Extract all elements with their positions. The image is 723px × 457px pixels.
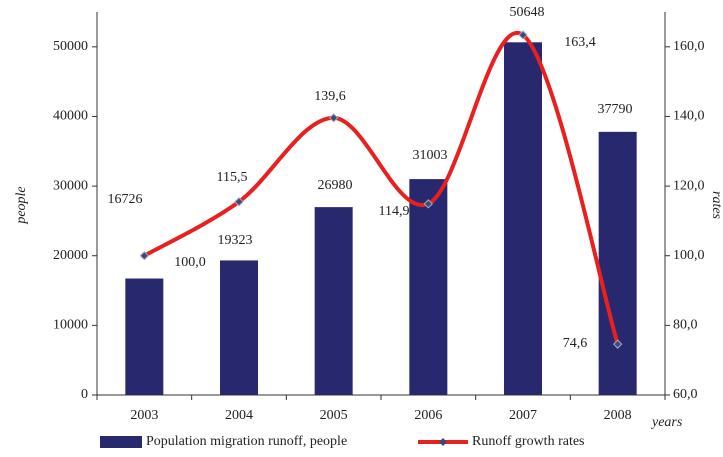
bar — [504, 42, 542, 395]
y-tick-label: 10000 — [53, 318, 88, 333]
bar — [314, 207, 353, 395]
x-tick-label: 2008 — [604, 408, 632, 423]
line-value-label: 163,4 — [564, 35, 596, 50]
y-tick-label: 50000 — [53, 39, 88, 54]
x-tick-label: 2003 — [130, 408, 158, 423]
x-tick-label: 2007 — [509, 408, 537, 423]
x-tick-label: 2005 — [320, 408, 348, 423]
line-marker — [328, 113, 339, 123]
legend-label: Population migration runoff, people — [146, 434, 347, 449]
x-axis-label: years — [650, 415, 683, 430]
y2-tick-label: 160,0 — [673, 39, 705, 54]
y-tick-label: 20000 — [53, 248, 88, 263]
y-axis-label: people — [14, 186, 29, 224]
y2-tick-label: 60,0 — [673, 387, 698, 402]
line-value-label: 114,9 — [379, 204, 410, 219]
line-marker — [518, 30, 528, 40]
line-marker — [612, 339, 623, 349]
line-value-label: 100,0 — [174, 255, 206, 270]
bar-value-label: 26980 — [318, 178, 353, 193]
line-marker — [234, 197, 244, 207]
line-value-label: 139,6 — [314, 89, 346, 104]
line-marker — [423, 199, 434, 209]
bar — [125, 278, 164, 395]
legend-marker — [439, 438, 447, 446]
bar-value-label: 37790 — [598, 102, 633, 117]
bar — [598, 131, 637, 395]
legend-swatch — [100, 436, 142, 448]
x-tick-label: 2004 — [225, 408, 253, 423]
y-tick-label: 40000 — [53, 109, 88, 124]
x-tick-label: 2006 — [414, 408, 442, 423]
bar — [409, 179, 448, 395]
legend-label: Runoff growth rates — [472, 434, 585, 449]
y2-tick-label: 120,0 — [673, 178, 705, 193]
y2-tick-label: 80,0 — [673, 318, 698, 333]
bar-value-label: 16726 — [108, 192, 143, 207]
bar-value-label: 19323 — [218, 233, 253, 248]
line-marker — [139, 251, 150, 261]
y2-tick-label: 140,0 — [673, 109, 705, 124]
y2-tick-label: 100,0 — [673, 248, 705, 263]
line-value-label: 115,5 — [217, 170, 248, 185]
y-tick-label: 0 — [81, 387, 88, 402]
y-tick-label: 30000 — [53, 178, 88, 193]
bar-value-label: 50648 — [510, 5, 545, 20]
bar-value-label: 31003 — [413, 148, 448, 163]
bar — [220, 260, 258, 395]
y2-axis-label: rates — [709, 191, 723, 220]
line-value-label: 74,6 — [563, 336, 588, 351]
line — [142, 30, 620, 347]
